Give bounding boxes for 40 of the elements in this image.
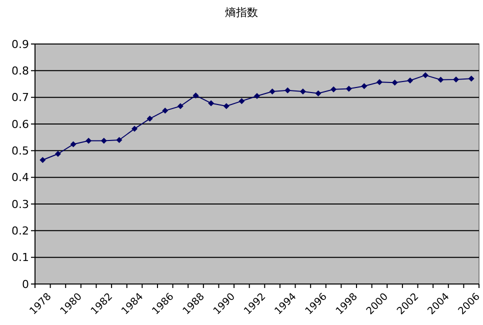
y-tick-label: 0.4 <box>12 171 29 184</box>
point <box>376 79 382 86</box>
y-tick-label: 0.6 <box>12 118 29 131</box>
point <box>315 90 322 96</box>
point <box>407 78 414 84</box>
point <box>330 86 337 92</box>
point <box>177 103 184 110</box>
y-tick-label: 0.7 <box>12 91 29 104</box>
point <box>346 86 352 92</box>
y-tick-label: 0 <box>22 278 29 291</box>
point <box>300 88 306 94</box>
point <box>284 87 291 94</box>
point <box>223 103 230 110</box>
point <box>100 138 107 144</box>
y-tick-label: 0.9 <box>12 38 29 51</box>
point <box>86 138 92 144</box>
point <box>392 80 398 86</box>
chart-title: 熵指数 <box>225 6 258 19</box>
y-tick-label: 0.8 <box>12 64 29 78</box>
point <box>438 76 444 83</box>
point <box>208 100 214 106</box>
point <box>132 126 138 132</box>
y-tick-label: 0.1 <box>12 251 29 264</box>
point <box>116 137 122 143</box>
point <box>453 76 460 82</box>
point <box>361 83 368 90</box>
y-tick-label: 0.2 <box>12 224 29 238</box>
point <box>192 92 199 98</box>
y-tick-label: 0.5 <box>12 144 29 158</box>
point <box>54 150 61 157</box>
point <box>40 157 46 163</box>
point <box>422 72 428 78</box>
point <box>146 116 153 122</box>
point <box>70 141 76 148</box>
point <box>269 88 276 94</box>
point <box>254 93 260 99</box>
point <box>162 108 168 114</box>
point <box>238 98 245 104</box>
point <box>468 76 474 82</box>
y-tick-label: 0.3 <box>12 198 29 211</box>
